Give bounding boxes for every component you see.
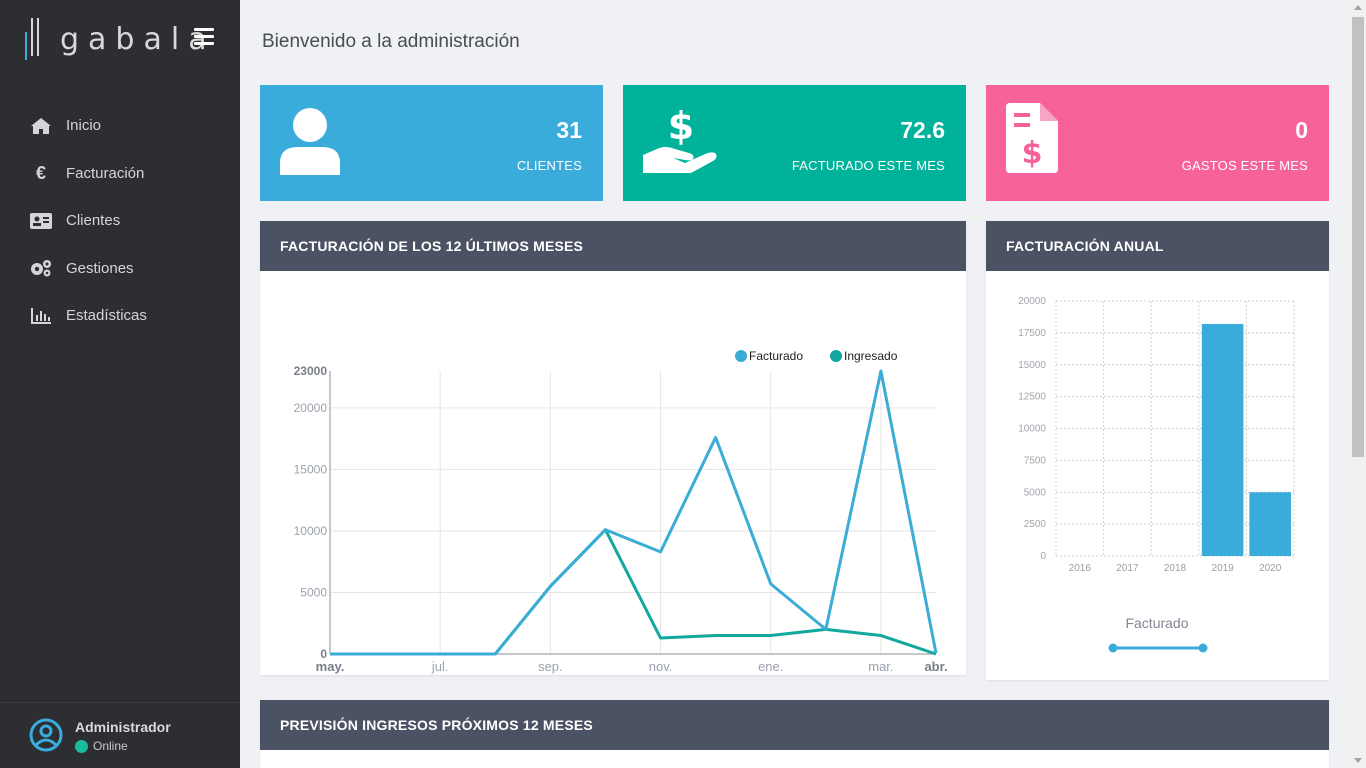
user-icon [280,108,340,175]
x-tick-label: 2018 [1164,563,1187,574]
y-tick-label: 5000 [1024,487,1047,498]
avatar [29,718,63,752]
euro-icon: € [35,162,46,183]
legend-marker [830,350,842,362]
forecast-panel: PREVISIÓN INGRESOS PRÓXIMOS 12 MESES [260,700,1329,768]
x-tick-label: nov. [649,659,673,674]
invoice-dollar-icon: $ [1006,103,1058,173]
y-tick-label: 15000 [1018,360,1046,371]
logo-text: gabala [60,22,216,57]
legend-marker [1198,643,1208,653]
y-tick-label: 5000 [300,585,327,599]
scroll-thumb[interactable] [1352,17,1364,457]
legend-label: Facturado [1125,615,1188,631]
stat-value: 72.6 [900,117,945,143]
monthly-billing-panel: FACTURACIÓN DE LOS 12 ÚLTIMOS MESES 0 500… [260,221,966,675]
panel-header: FACTURACIÓN ANUAL [986,221,1329,271]
user-status: Online [75,739,128,753]
y-tick-label: 2500 [1024,519,1047,530]
money-hand-icon: $ [643,104,717,173]
sidebar-item-clientes[interactable]: Clientes [0,197,240,245]
bar-chart-icon [29,306,53,326]
x-tick-label: 2016 [1069,563,1092,574]
panel-header: FACTURACIÓN DE LOS 12 ÚLTIMOS MESES [260,221,966,271]
page-title: Bienvenido a la administración [262,31,520,52]
stat-card-facturado[interactable]: $ 72.6 FACTURADO ESTE MES [623,85,966,201]
sidebar-item-label: Gestiones [66,259,134,277]
status-text: Online [93,739,128,753]
scroll-down-icon[interactable] [1354,758,1362,763]
id-card-icon [29,211,53,231]
svg-text:$: $ [1022,136,1043,171]
home-icon [29,116,53,136]
annual-billing-panel: FACTURACIÓN ANUAL 0 2500 5000 7500 10000 1250… [986,221,1329,680]
stat-label: CLIENTES [516,158,582,173]
y-tick-label: 23000 [294,364,328,378]
legend-label: Facturado [749,349,803,363]
x-tick-label: abr. [924,659,947,674]
monthly-billing-chart: 0 5000 10000 15000 20000 23000 may. jul. sep. nov… [294,349,948,674]
sidebar-item-gestiones[interactable]: Gestiones [0,245,240,293]
sidebar-item-label: Estadísticas [66,307,147,325]
y-tick-label: 15000 [294,462,328,476]
x-tick-label: may. [316,659,345,674]
y-tick-label: 20000 [1018,296,1046,307]
user-panel[interactable]: Administrador Online [0,702,240,768]
sidebar-item-facturacion[interactable]: € Facturación [0,150,240,198]
stat-label: FACTURADO ESTE MES [791,158,945,173]
sidebar-item-label: Clientes [66,212,121,230]
y-tick-label: 10000 [1018,424,1046,435]
page-scrollbar[interactable] [1350,0,1366,768]
x-tick-label: jul. [431,659,449,674]
bar-2019 [1201,323,1244,556]
sidebar-item-label: Facturación [66,164,145,182]
series-line-ingresado [330,528,937,656]
sidebar: gabala Inicio € Facturación Clientes Ges… [0,0,240,768]
legend-label: Ingresado [844,349,898,363]
y-tick-label: 20000 [294,401,328,415]
stat-card-gastos[interactable]: $ 0 GASTOS ESTE MES [986,85,1329,201]
x-tick-label: sep. [538,659,563,674]
series-line-facturado [330,369,938,656]
stat-value: 31 [556,117,582,143]
legend-marker [735,350,747,362]
online-dot-icon [75,739,88,753]
sidebar-item-label: Inicio [66,117,102,135]
logo-mark-icon [25,18,39,60]
sidebar-item-estadisticas[interactable]: Estadísticas [0,292,240,340]
bar-2020 [1249,492,1291,556]
main-content: Bienvenido a la administración 31 CLIENT… [240,0,1350,768]
sidebar-item-inicio[interactable]: Inicio [0,102,240,150]
scroll-up-icon[interactable] [1354,5,1362,10]
panel-header: PREVISIÓN INGRESOS PRÓXIMOS 12 MESES [260,700,1329,750]
x-tick-label: mar. [868,659,893,674]
x-tick-label: ene. [758,659,783,674]
menu-toggle-button[interactable] [194,28,214,46]
stat-card-clientes[interactable]: 31 CLIENTES [260,85,603,201]
x-tick-label: 2017 [1116,563,1139,574]
y-tick-label: 10000 [294,524,328,538]
y-tick-label: 12500 [1018,392,1046,403]
legend-marker [1108,643,1118,653]
stat-value: 0 [1295,117,1308,143]
y-tick-label: 7500 [1024,455,1047,466]
y-tick-label: 0 [1040,551,1046,562]
sidebar-nav: Inicio € Facturación Clientes Gestiones … [0,102,240,340]
user-name: Administrador [75,719,171,735]
app-logo[interactable]: gabala [24,14,207,64]
x-tick-label: 2020 [1259,563,1282,574]
y-tick-label: 17500 [1018,328,1046,339]
x-tick-label: 2019 [1211,563,1234,574]
gears-icon [29,258,53,278]
annual-billing-chart: 0 2500 5000 7500 10000 12500 15000 17500 20000 20… [1018,296,1295,653]
stat-label: GASTOS ESTE MES [1181,158,1308,173]
svg-text:$: $ [668,104,694,148]
y-tick-label: 0 [320,647,327,661]
